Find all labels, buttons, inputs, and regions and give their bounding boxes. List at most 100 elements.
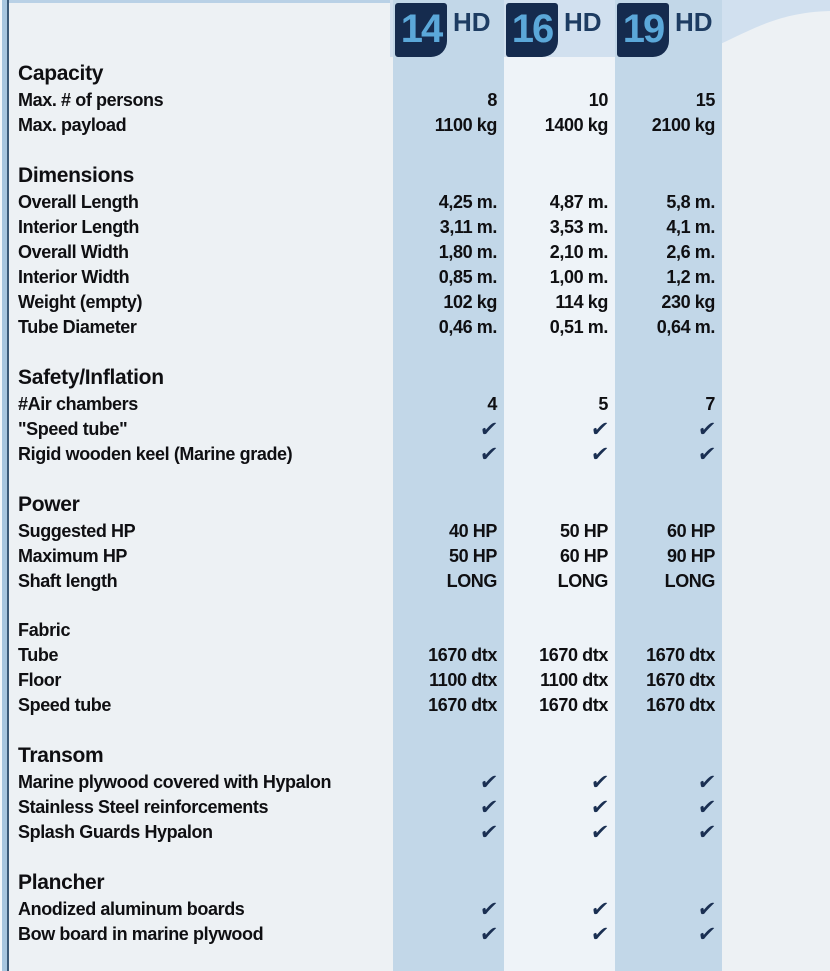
spec-row: Marine plywood covered with Hypalon ✔ ✔ ✔ bbox=[0, 770, 722, 795]
model-tab-16hd: 16 HD bbox=[506, 3, 602, 57]
row-label: Tube bbox=[18, 645, 59, 665]
model-number: 19 bbox=[622, 6, 665, 51]
section-title: Plancher bbox=[18, 871, 105, 894]
section-title: Transom bbox=[18, 744, 104, 767]
section-power: Power Suggested HP 40 HP 50 HP 60 HP Maximum … bbox=[0, 491, 722, 594]
spec-value: 1670 dtx bbox=[646, 670, 715, 690]
checkmark-glyph: ✔ bbox=[478, 897, 499, 921]
check-icon: ✔ bbox=[615, 820, 722, 844]
row-label: Rigid wooden keel (Marine grade) bbox=[18, 444, 293, 464]
check-icon: ✔ bbox=[504, 923, 615, 946]
column-stripe-14hd bbox=[393, 0, 504, 971]
spec-value: 0,46 m. bbox=[438, 317, 498, 337]
row-label: Marine plywood covered with Hypalon bbox=[18, 772, 332, 792]
spec-value: 102 kg bbox=[443, 292, 497, 312]
check-icon: ✔ bbox=[504, 897, 615, 921]
check-icon: ✔ bbox=[504, 820, 615, 844]
spec-row: Overall Width 1,80 m. 2,10 m. 2,6 m. bbox=[0, 240, 722, 265]
spec-row: Overall Length 4,25 m. 4,87 m. 5,8 m. bbox=[0, 190, 722, 215]
spec-value: 15 bbox=[695, 90, 716, 110]
spec-value: LONG bbox=[557, 571, 609, 591]
spec-value: 60 HP bbox=[559, 546, 608, 566]
row-label: Anodized aluminum boards bbox=[18, 899, 245, 919]
check-icon: ✔ bbox=[615, 923, 722, 946]
spec-row: "Speed tube" ✔ ✔ ✔ bbox=[0, 417, 722, 442]
spec-value: 1100 dtx bbox=[540, 670, 608, 690]
section-transom: Transom Marine plywood covered with Hypal… bbox=[0, 742, 722, 845]
spec-row: Interior Length 3,11 m. 3,53 m. 4,1 m. bbox=[0, 215, 722, 240]
spec-value: 1670 dtx bbox=[539, 645, 608, 665]
spec-value: 2100 kg bbox=[651, 115, 716, 135]
checkmark-glyph: ✔ bbox=[696, 417, 717, 441]
left-border-accent bbox=[0, 0, 9, 971]
spec-row: Speed tube 1670 dtx 1670 dtx 1670 dtx bbox=[0, 693, 722, 718]
row-label: Splash Guards Hypalon bbox=[18, 822, 213, 842]
model-number-badge-16: 16 bbox=[506, 3, 558, 57]
row-label: Stainless Steel reinforcements bbox=[18, 797, 269, 817]
row-label: Speed tube bbox=[18, 695, 112, 715]
section-dimensions: Dimensions Overall Length 4,25 m. 4,87 m. 5,… bbox=[0, 162, 722, 340]
spec-value: LONG bbox=[664, 571, 716, 591]
row-label: "Speed tube" bbox=[18, 419, 128, 439]
checkmark-glyph: ✔ bbox=[696, 820, 717, 844]
row-label: Max. # of persons bbox=[18, 90, 164, 110]
check-icon: ✔ bbox=[393, 821, 504, 844]
checkmark-glyph: ✔ bbox=[478, 442, 499, 466]
spec-value: 0,85 m. bbox=[438, 267, 498, 287]
spec-row: Max. # of persons 8 10 15 bbox=[0, 88, 722, 113]
spec-value: LONG bbox=[446, 571, 498, 591]
spec-value: 2,6 m. bbox=[666, 242, 715, 262]
spec-row: Suggested HP 40 HP 50 HP 60 HP bbox=[0, 519, 722, 544]
spec-value: 50 HP bbox=[559, 521, 608, 541]
checkmark-glyph: ✔ bbox=[478, 417, 499, 441]
check-icon: ✔ bbox=[504, 443, 615, 466]
model-suffix: HD bbox=[453, 7, 491, 37]
spec-value: 230 kg bbox=[661, 292, 715, 312]
column-stripe-16hd bbox=[504, 57, 615, 971]
checkmark-glyph: ✔ bbox=[589, 897, 610, 921]
spec-row: #Air chambers 4 5 7 bbox=[0, 392, 722, 417]
spec-value: 1670 dtx bbox=[428, 645, 497, 665]
row-label: Maximum HP bbox=[18, 546, 128, 566]
check-icon: ✔ bbox=[393, 442, 504, 466]
row-label: Overall Width bbox=[18, 242, 129, 262]
model-number: 14 bbox=[400, 6, 443, 51]
spec-value: 0,64 m. bbox=[656, 317, 716, 337]
check-icon: ✔ bbox=[504, 795, 615, 819]
check-icon: ✔ bbox=[393, 771, 504, 794]
spec-value: 40 HP bbox=[448, 521, 497, 541]
check-icon: ✔ bbox=[615, 417, 722, 441]
section-safety-inflation: Safety/Inflation #Air chambers 4 5 7 "Speed t… bbox=[0, 364, 722, 467]
checkmark-glyph: ✔ bbox=[589, 417, 610, 441]
column-stripe-19hd bbox=[615, 0, 722, 971]
spec-value: 1100 dtx bbox=[429, 670, 497, 690]
row-label: Shaft length bbox=[18, 571, 118, 591]
spec-row: Rigid wooden keel (Marine grade) ✔ ✔ ✔ bbox=[0, 442, 722, 467]
section-plancher: Plancher Anodized aluminum boards ✔ ✔ ✔ Bow b… bbox=[0, 869, 722, 947]
model-number-badge-19: 19 bbox=[617, 3, 669, 57]
spec-value: 114 kg bbox=[555, 292, 608, 312]
spec-row: Splash Guards Hypalon ✔ ✔ ✔ bbox=[0, 820, 722, 845]
checkmark-glyph: ✔ bbox=[696, 442, 717, 466]
model-tab-19hd: 19 HD bbox=[617, 3, 713, 57]
spec-value: 2,10 m. bbox=[549, 242, 609, 262]
spec-value: 4,25 m. bbox=[438, 192, 498, 212]
spec-value: 0,51 m. bbox=[549, 317, 609, 337]
row-label: Suggested HP bbox=[18, 521, 136, 541]
check-icon: ✔ bbox=[615, 897, 722, 921]
checkmark-glyph: ✔ bbox=[478, 795, 499, 819]
checkmark-glyph: ✔ bbox=[589, 820, 610, 844]
spec-value: 3,11 m. bbox=[439, 217, 498, 237]
spec-value: 4,1 m. bbox=[666, 217, 715, 237]
spec-row: Shaft length LONG LONG LONG bbox=[0, 569, 722, 594]
spec-value: 7 bbox=[705, 394, 715, 414]
spec-row: Anodized aluminum boards ✔ ✔ ✔ bbox=[0, 897, 722, 922]
model-suffix: HD bbox=[564, 7, 602, 37]
spec-row: Interior Width 0,85 m. 1,00 m. 1,2 m. bbox=[0, 265, 722, 290]
checkmark-glyph: ✔ bbox=[696, 897, 717, 921]
model-number-badge-14: 14 bbox=[395, 3, 447, 57]
spec-row: Weight (empty) 102 kg 114 kg 230 kg bbox=[0, 290, 722, 315]
check-icon: ✔ bbox=[393, 795, 504, 819]
spec-value: 4,87 m. bbox=[549, 192, 609, 212]
checkmark-glyph: ✔ bbox=[589, 795, 610, 819]
